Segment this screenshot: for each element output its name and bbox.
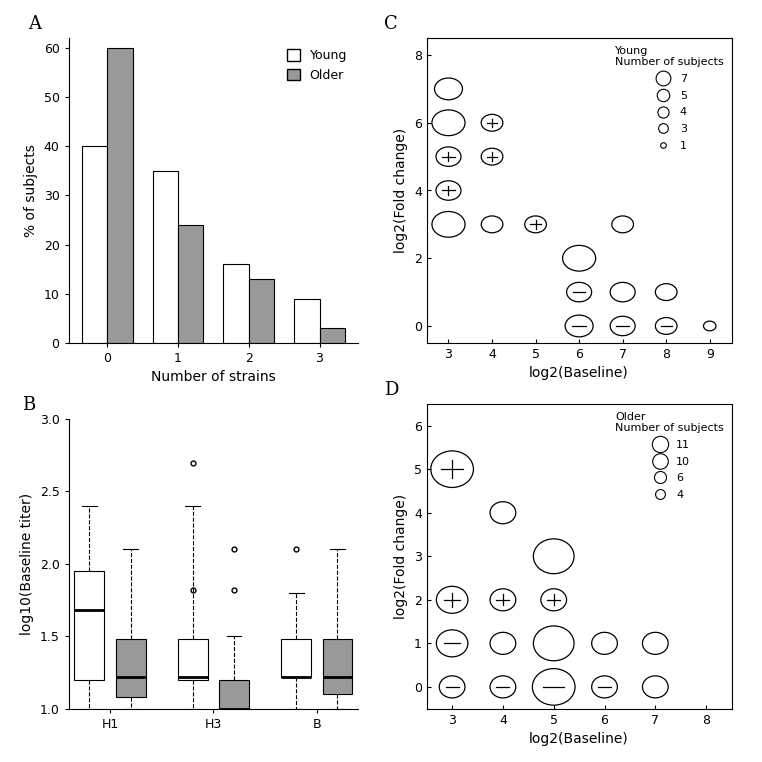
X-axis label: Number of strains: Number of strains	[151, 370, 276, 385]
Bar	[152, 171, 178, 343]
PathPatch shape	[116, 639, 146, 697]
PathPatch shape	[75, 572, 104, 680]
Bar	[178, 225, 203, 343]
Bar	[107, 48, 133, 343]
PathPatch shape	[178, 639, 207, 680]
Bar	[319, 328, 345, 343]
Legend: 11, 10, 6, 4: 11, 10, 6, 4	[610, 407, 728, 504]
Y-axis label: log10(Baseline titer): log10(Baseline titer)	[20, 493, 34, 635]
Text: B: B	[22, 396, 36, 415]
Y-axis label: % of subjects: % of subjects	[24, 144, 38, 237]
PathPatch shape	[322, 639, 352, 694]
Bar	[294, 299, 319, 343]
PathPatch shape	[219, 680, 249, 709]
Legend: Young, Older: Young, Older	[282, 44, 352, 87]
Bar	[223, 264, 248, 343]
X-axis label: log2(Baseline): log2(Baseline)	[530, 732, 629, 746]
Y-axis label: log2(Fold change): log2(Fold change)	[394, 128, 408, 253]
Bar	[82, 146, 107, 343]
PathPatch shape	[281, 639, 311, 677]
Text: D: D	[384, 381, 399, 399]
Y-axis label: log2(Fold change): log2(Fold change)	[394, 494, 408, 619]
Text: A: A	[28, 15, 41, 33]
Legend: 7, 5, 4, 3, 1: 7, 5, 4, 3, 1	[610, 41, 728, 155]
Bar	[248, 279, 274, 343]
Text: C: C	[384, 15, 398, 33]
X-axis label: log2(Baseline): log2(Baseline)	[530, 367, 629, 380]
